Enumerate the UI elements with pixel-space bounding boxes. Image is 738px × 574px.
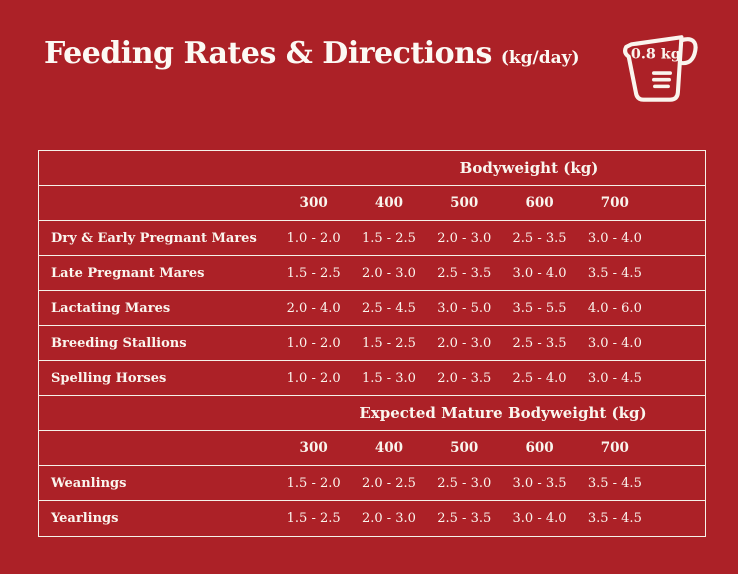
rate-value: 3.5 - 4.5 [587,475,642,491]
rate-value: 1.5 - 2.5 [286,511,341,526]
column-header: 400 [374,195,404,211]
section-header-bodyweight: Bodyweight (kg) [39,151,705,186]
rate-value: 3.0 - 4.0 [587,335,642,351]
table-row: Yearlings 1.5 - 2.5 2.0 - 3.0 2.5 - 3.5 … [39,501,705,536]
rate-value: 1.0 - 2.0 [286,335,341,351]
measuring-cup-handle [678,37,698,66]
rate-value: 3.5 - 4.5 [587,265,642,281]
table-row: Spelling Horses 1.0 - 2.0 1.5 - 3.0 2.0 … [39,361,705,396]
rate-value: 3.0 - 4.0 [512,511,567,526]
table-row: Weanlings 1.5 - 2.0 2.0 - 2.5 2.5 - 3.0 … [39,466,705,501]
rate-value: 1.5 - 2.5 [286,265,341,281]
column-header: 600 [525,440,554,456]
column-header: 300 [299,195,328,211]
row-label: Breeding Stallions [51,335,187,351]
rate-value: 1.0 - 2.0 [286,370,341,386]
column-header: 600 [525,195,554,211]
rate-value: 3.5 - 4.5 [587,511,642,526]
measuring-cup-icon: 0.8 kg [619,28,705,112]
rate-value: 2.5 - 3.5 [437,511,492,526]
rate-value: 1.5 - 2.5 [361,335,416,351]
rate-value: 2.0 - 3.5 [437,370,492,386]
page-header: Feeding Rates & Directions (kg/day) [44,36,700,72]
column-header: 500 [450,195,479,211]
rate-value: 2.0 - 3.0 [361,265,416,281]
rate-value: 3.0 - 4.0 [512,265,567,281]
column-header-row: 300 400 500 600 700 [39,186,705,221]
rate-value: 3.0 - 4.0 [587,230,642,246]
rate-value: 2.0 - 3.0 [437,230,492,246]
section-header-expected-mature-bodyweight: Expected Mature Bodyweight (kg) [39,396,705,431]
column-header: 500 [450,440,479,456]
rate-value: 2.5 - 4.0 [512,370,567,386]
table-row: Late Pregnant Mares 1.5 - 2.5 2.0 - 3.0 … [39,256,705,291]
row-label: Weanlings [51,475,127,491]
row-label: Dry & Early Pregnant Mares [51,230,257,246]
feeding-rates-table: Bodyweight (kg) 300 400 500 600 700 Dry … [38,150,706,537]
row-label: Lactating Mares [51,300,171,316]
rate-value: 2.5 - 3.0 [437,475,492,491]
column-header: 700 [600,440,629,456]
rate-value: 1.5 - 2.5 [361,230,416,246]
page-title: Feeding Rates & Directions [44,36,492,71]
row-label: Spelling Horses [51,370,167,386]
section-header-text: Bodyweight (kg) [459,159,599,177]
table-row: Breeding Stallions 1.0 - 2.0 1.5 - 2.5 2… [39,326,705,361]
rate-value: 3.0 - 3.5 [512,475,567,491]
rate-value: 2.5 - 3.5 [437,265,492,281]
table-row: Lactating Mares 2.0 - 4.0 2.5 - 4.5 3.0 … [39,291,705,326]
row-label: Late Pregnant Mares [51,265,205,281]
column-header-row: 300 400 500 600 700 [39,431,705,466]
rate-value: 2.0 - 3.0 [437,335,492,351]
column-header: 700 [600,195,629,211]
row-label: Yearlings [51,511,119,526]
page-title-unit: (kg/day) [500,48,580,68]
rate-value: 1.5 - 3.0 [361,370,416,386]
table-row: Dry & Early Pregnant Mares 1.0 - 2.0 1.5… [39,221,705,256]
rate-value: 2.0 - 3.0 [361,511,416,526]
column-header: 400 [374,440,404,456]
rate-value: 2.0 - 4.0 [286,300,341,316]
rate-value: 3.5 - 5.5 [512,300,567,316]
rate-value: 1.5 - 2.0 [286,475,341,491]
rate-value: 3.0 - 5.0 [437,300,492,316]
measuring-cup-body [623,35,684,102]
rate-value: 4.0 - 6.0 [587,300,642,316]
rate-value: 2.0 - 2.5 [361,475,416,491]
column-header: 300 [299,440,328,456]
rate-value: 1.0 - 2.0 [286,230,341,246]
section-header-text: Expected Mature Bodyweight (kg) [359,404,647,422]
rate-value: 3.0 - 4.5 [587,370,642,386]
measuring-cup-ticks [652,71,672,89]
measuring-cup-label: 0.8 kg [631,47,681,63]
rate-value: 2.5 - 4.5 [361,300,416,316]
rate-value: 2.5 - 3.5 [512,230,567,246]
rate-value: 2.5 - 3.5 [512,335,567,351]
